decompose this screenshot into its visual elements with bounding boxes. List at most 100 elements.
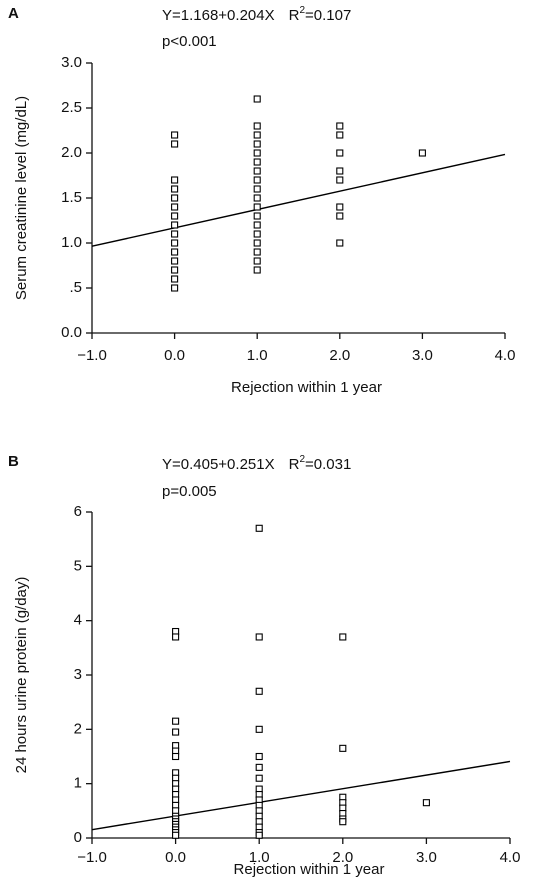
y-tick-label: 3 [74, 666, 82, 683]
data-point [253, 185, 261, 193]
data-point [336, 212, 344, 220]
x-tick-label: 2.0 [332, 849, 353, 866]
data-point [171, 176, 179, 184]
y-tick-label: 0.0 [61, 324, 82, 341]
y-tick-label: 1.5 [61, 189, 82, 206]
fit-line [91, 760, 511, 831]
y-tick-label: .5 [69, 279, 82, 296]
data-point [253, 149, 261, 157]
annotation: Y=1.168+0.204X R2=0.107 [162, 5, 351, 24]
data-point [253, 248, 261, 256]
y-axis-label: 24 hours urine protein (g/day) [13, 577, 30, 774]
r2-symbol: R [289, 7, 300, 24]
data-point [339, 633, 347, 641]
data-point [255, 725, 263, 733]
data-point [171, 248, 179, 256]
data-point [172, 752, 180, 761]
data-point [172, 717, 180, 725]
data-point [172, 633, 180, 641]
data-point [336, 122, 344, 130]
data-point [253, 131, 261, 139]
data-point [336, 203, 344, 211]
data-point [422, 799, 430, 807]
data-point [253, 221, 261, 229]
y-tick-label: 3.0 [61, 54, 82, 71]
equation: Y=0.405+0.251X [162, 456, 275, 473]
data-point [255, 524, 263, 532]
data-point [255, 774, 263, 782]
x-tick-label: 3.0 [412, 347, 433, 364]
x-tick-label: −1.0 [77, 347, 107, 364]
x-tick-label: 4.0 [500, 849, 521, 866]
x-tick-label: 3.0 [416, 849, 437, 866]
x-axis-label: Rejection within 1 year [234, 861, 385, 878]
data-point [171, 221, 179, 229]
data-point [172, 831, 180, 839]
y-tick-label: 4 [74, 612, 82, 629]
data-point [171, 131, 179, 139]
data-point [255, 633, 263, 641]
panel-label: B [8, 453, 19, 470]
r2-value: =0.031 [305, 456, 351, 473]
x-tick-label: 1.0 [249, 849, 270, 866]
annotation: Y=0.405+0.251X R2=0.031 [162, 454, 351, 473]
equation: Y=1.168+0.204X [162, 7, 275, 24]
data-point [171, 203, 179, 211]
data-point [253, 95, 261, 103]
data-point [171, 284, 179, 292]
y-tick-label: 1 [74, 775, 82, 792]
fit-line [91, 153, 506, 247]
x-tick-label: 2.0 [329, 347, 350, 364]
data-point [253, 158, 261, 166]
panel-label: A [8, 5, 19, 22]
r2-symbol: R [289, 456, 300, 473]
data-point [171, 275, 179, 283]
p-value: p<0.001 [162, 33, 217, 50]
data-point [253, 194, 261, 202]
data-point [336, 176, 344, 184]
p-value: p=0.005 [162, 483, 217, 500]
r2-exponent: 2 [299, 454, 305, 465]
data-point [339, 818, 347, 826]
x-tick-label: −1.0 [77, 849, 107, 866]
data-point [336, 167, 344, 175]
data-point [418, 149, 426, 157]
y-tick-label: 0 [74, 829, 82, 846]
x-tick-label: 1.0 [247, 347, 268, 364]
data-point [336, 131, 344, 139]
data-point [253, 257, 261, 265]
x-tick-label: 4.0 [495, 347, 516, 364]
y-tick-label: 5 [74, 557, 82, 574]
data-point [253, 230, 261, 238]
data-point [171, 230, 179, 238]
data-point [171, 212, 179, 220]
data-point [171, 185, 179, 193]
data-point [171, 266, 179, 274]
r2-exponent: 2 [299, 5, 305, 16]
data-point [253, 212, 261, 220]
data-point [253, 176, 261, 184]
data-point [253, 122, 261, 130]
data-point [255, 752, 263, 761]
data-point [172, 728, 180, 736]
data-point [255, 763, 263, 771]
data-point [255, 687, 263, 695]
data-point [339, 744, 347, 752]
data-point [253, 140, 261, 148]
r2-value: =0.107 [305, 7, 351, 24]
data-point [336, 239, 344, 247]
data-point [171, 194, 179, 202]
y-axis-label: Serum creatinine level (mg/dL) [13, 96, 30, 300]
data-point [253, 266, 261, 274]
data-point [171, 239, 179, 247]
data-point [253, 203, 261, 211]
data-point [253, 167, 261, 175]
data-point [171, 257, 179, 265]
y-tick-label: 1.0 [61, 234, 82, 251]
x-tick-label: 0.0 [165, 849, 186, 866]
data-point [171, 140, 179, 148]
y-tick-label: 6 [74, 503, 82, 520]
y-tick-label: 2.0 [61, 144, 82, 161]
y-tick-label: 2.5 [61, 99, 82, 116]
